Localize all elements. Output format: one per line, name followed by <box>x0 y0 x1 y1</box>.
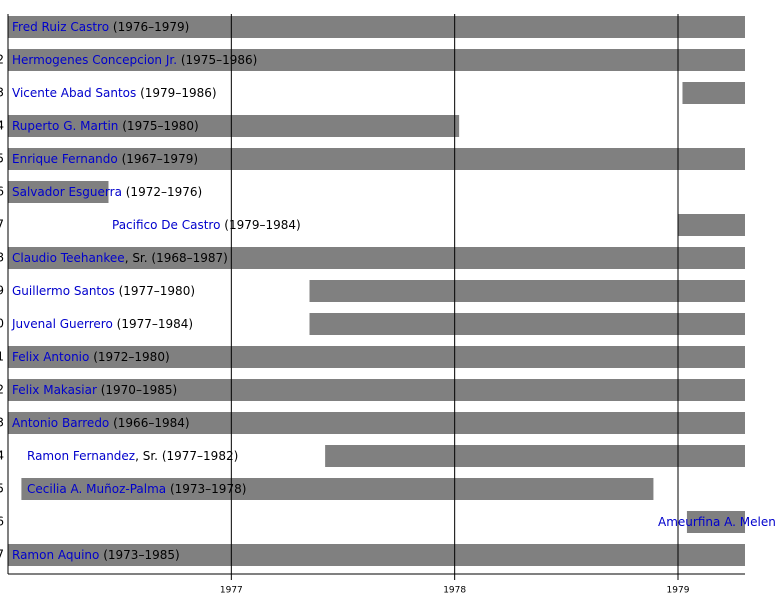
row-number: 11 <box>0 350 4 364</box>
justice-name: Salvador Esguerra <box>12 185 122 199</box>
row-number: 5 <box>0 152 4 166</box>
row-label: Felix Antonio (1972–1980) <box>12 350 170 364</box>
row-number: 4 <box>0 119 4 133</box>
row-label: Salvador Esguerra (1972–1976) <box>12 185 202 199</box>
justice-name: Guillermo Santos <box>12 284 115 298</box>
justice-name: Felix Makasiar <box>12 383 97 397</box>
justice-name: Ramon Aquino <box>12 548 99 562</box>
bar <box>8 544 745 566</box>
bar <box>8 115 460 137</box>
term-years: (1973–1978) <box>170 482 246 496</box>
row-label: Antonio Barredo (1966–1984) <box>12 416 190 430</box>
row-number: 14 <box>0 449 4 463</box>
term-years: (1972–1976) <box>126 185 202 199</box>
term-years: (1977–1982) <box>162 449 238 463</box>
term-years: (1967–1979) <box>122 152 198 166</box>
justice-name: Cecilia A. Muñoz-Palma <box>27 482 166 496</box>
term-years: (1975–1986) <box>181 53 257 67</box>
justice-name: Enrique Fernando <box>12 152 118 166</box>
bar <box>678 214 745 236</box>
bar <box>8 148 745 170</box>
bar <box>8 379 745 401</box>
justice-name: Felix Antonio <box>12 350 89 364</box>
justice-name: Ameurfina A. Melencio-Herrera <box>658 515 775 529</box>
justice-name: Vicente Abad Santos <box>12 86 136 100</box>
bar <box>8 16 745 38</box>
term-years: (1973–1985) <box>103 548 179 562</box>
row-label: Guillermo Santos (1977–1980) <box>12 284 195 298</box>
x-tick-label: 1979 <box>667 586 690 595</box>
term-years: (1975–1980) <box>122 119 198 133</box>
bar <box>682 82 745 104</box>
row-number: 7 <box>0 218 4 232</box>
row-number: 3 <box>0 86 4 100</box>
row-label: Cecilia A. Muñoz-Palma (1973–1978) <box>27 482 246 496</box>
name-suffix: , Sr. <box>125 251 148 265</box>
term-years: (1979–1984) <box>224 218 300 232</box>
row-number: 6 <box>0 185 4 199</box>
row-number: 12 <box>0 383 4 397</box>
row-label: Hermogenes Concepcion Jr. (1975–1986) <box>12 53 257 67</box>
row-label: Ruperto G. Martin (1975–1980) <box>12 119 199 133</box>
bar <box>309 280 745 302</box>
term-years: (1977–1984) <box>117 317 193 331</box>
row-number: 17 <box>0 548 4 562</box>
row-label: Vicente Abad Santos (1979–1986) <box>12 86 217 100</box>
bar <box>325 445 745 467</box>
row-label: Claudio Teehankee, Sr. (1968–1987) <box>12 251 228 265</box>
bar <box>8 412 745 434</box>
justice-name: Hermogenes Concepcion Jr. <box>12 53 177 67</box>
row-label: Juvenal Guerrero (1977–1984) <box>11 317 193 331</box>
term-years: (1979–1986) <box>140 86 216 100</box>
row-number: 2 <box>0 53 4 67</box>
row-label: Ameurfina A. Melencio-Herrera <box>658 515 775 529</box>
row-number: 13 <box>0 416 4 430</box>
term-years: (1970–1985) <box>101 383 177 397</box>
bar <box>21 478 654 500</box>
x-tick-label: 1978 <box>443 586 466 595</box>
justice-name: Ruperto G. Martin <box>12 119 118 133</box>
row-number: 16 <box>0 515 4 529</box>
row-label: Felix Makasiar (1970–1985) <box>12 383 177 397</box>
bar <box>8 49 745 71</box>
term-years: (1976–1979) <box>113 20 189 34</box>
row-label: Ramon Aquino (1973–1985) <box>12 548 180 562</box>
term-years: (1968–1987) <box>151 251 227 265</box>
bar <box>686 511 745 533</box>
justice-name: Juvenal Guerrero <box>11 317 113 331</box>
term-years: (1966–1984) <box>113 416 189 430</box>
bar <box>8 346 745 368</box>
bar <box>309 313 745 335</box>
row-number: 15 <box>0 482 4 496</box>
name-suffix: , Sr. <box>135 449 158 463</box>
justice-name: Fred Ruiz Castro <box>12 20 109 34</box>
justice-name: Ramon Fernandez <box>27 449 135 463</box>
term-years: (1977–1980) <box>119 284 195 298</box>
bar <box>8 247 745 269</box>
justice-name: Antonio Barredo <box>12 416 109 430</box>
row-number: 8 <box>0 251 4 265</box>
justice-name: Pacifico De Castro <box>112 218 220 232</box>
row-label: Fred Ruiz Castro (1976–1979) <box>12 20 189 34</box>
row-label: Pacifico De Castro (1979–1984) <box>112 218 301 232</box>
row-number: 10 <box>0 317 4 331</box>
row-label: Enrique Fernando (1967–1979) <box>12 152 198 166</box>
term-years: (1972–1980) <box>93 350 169 364</box>
bar <box>8 181 109 203</box>
row-number: 9 <box>0 284 4 298</box>
justice-name: Claudio Teehankee <box>12 251 125 265</box>
x-tick-label: 1977 <box>220 586 243 595</box>
row-label: Ramon Fernandez, Sr. (1977–1982) <box>27 449 238 463</box>
